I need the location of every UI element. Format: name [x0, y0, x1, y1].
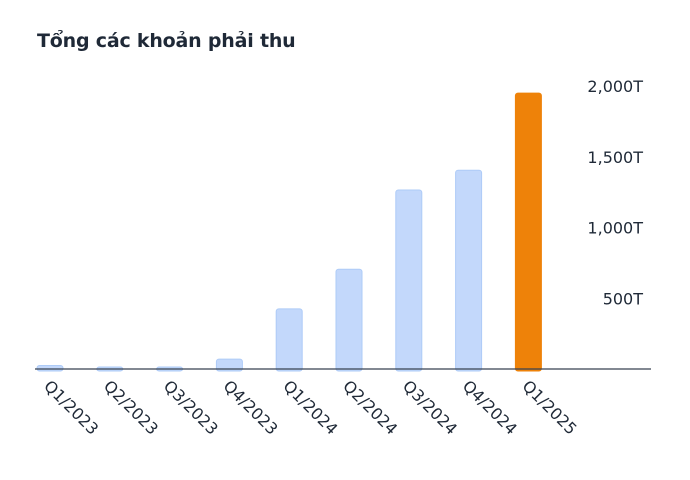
- x-tick-label: Q2/2024: [339, 376, 401, 438]
- bar-Q3-2024: [395, 189, 423, 372]
- bar-Q1-2025: [514, 92, 542, 372]
- bar-Q4-2023: [215, 358, 243, 372]
- bar-Q4-2024: [455, 169, 483, 372]
- x-tick-label: Q4/2023: [220, 376, 282, 438]
- chart-title: Tổng các khoản phải thu: [37, 30, 296, 52]
- bar-Q2-2024: [335, 268, 363, 372]
- x-tick-label: Q1/2024: [279, 376, 341, 438]
- y-tick-label: 500T: [603, 289, 644, 308]
- x-tick-label: Q1/2023: [40, 376, 102, 438]
- x-tick-label: Q2/2023: [100, 376, 162, 438]
- x-tick-label: Q1/2025: [519, 376, 581, 438]
- bar-Q1-2024: [275, 308, 303, 372]
- y-tick-label: 1,500T: [587, 148, 643, 167]
- y-tick-label: 1,000T: [587, 219, 643, 238]
- bar-Q1-2023: [36, 364, 64, 372]
- x-tick-label: Q3/2023: [160, 376, 222, 438]
- y-tick-label: 2,000T: [587, 77, 643, 96]
- x-tick-label: Q3/2024: [399, 376, 461, 438]
- x-tick-label: Q4/2024: [459, 376, 521, 438]
